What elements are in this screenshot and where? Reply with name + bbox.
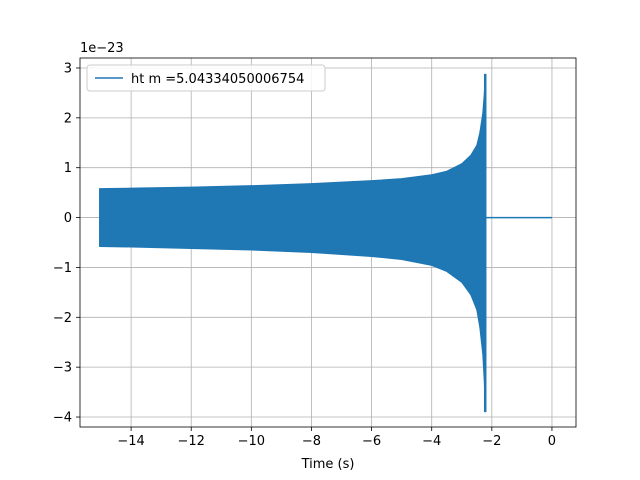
y-tick-label: −2 — [53, 311, 72, 326]
x-tick-label: −8 — [302, 434, 321, 449]
y-tick-label: −1 — [53, 261, 72, 276]
y-tick-label: 1 — [64, 161, 72, 176]
y-offset-text: 1e−23 — [80, 41, 124, 56]
y-tick-label: 0 — [64, 211, 72, 226]
legend-label: ht m =5.04334050006754 — [131, 72, 304, 87]
x-tick-label: 0 — [548, 434, 556, 449]
x-tick-label: −10 — [238, 434, 265, 449]
x-tick-label: −2 — [482, 434, 501, 449]
y-tick-label: −4 — [53, 411, 72, 426]
x-tick-label: −4 — [422, 434, 441, 449]
x-axis-label: Time (s) — [301, 457, 355, 472]
y-tick-label: 3 — [64, 61, 72, 76]
legend: ht m =5.04334050006754 — [87, 65, 325, 91]
y-tick-label: 2 — [64, 111, 72, 126]
y-tick-label: −3 — [53, 361, 72, 376]
x-tick-label: −12 — [178, 434, 205, 449]
x-tick-label: −6 — [362, 434, 381, 449]
x-tick-label: −14 — [117, 434, 144, 449]
